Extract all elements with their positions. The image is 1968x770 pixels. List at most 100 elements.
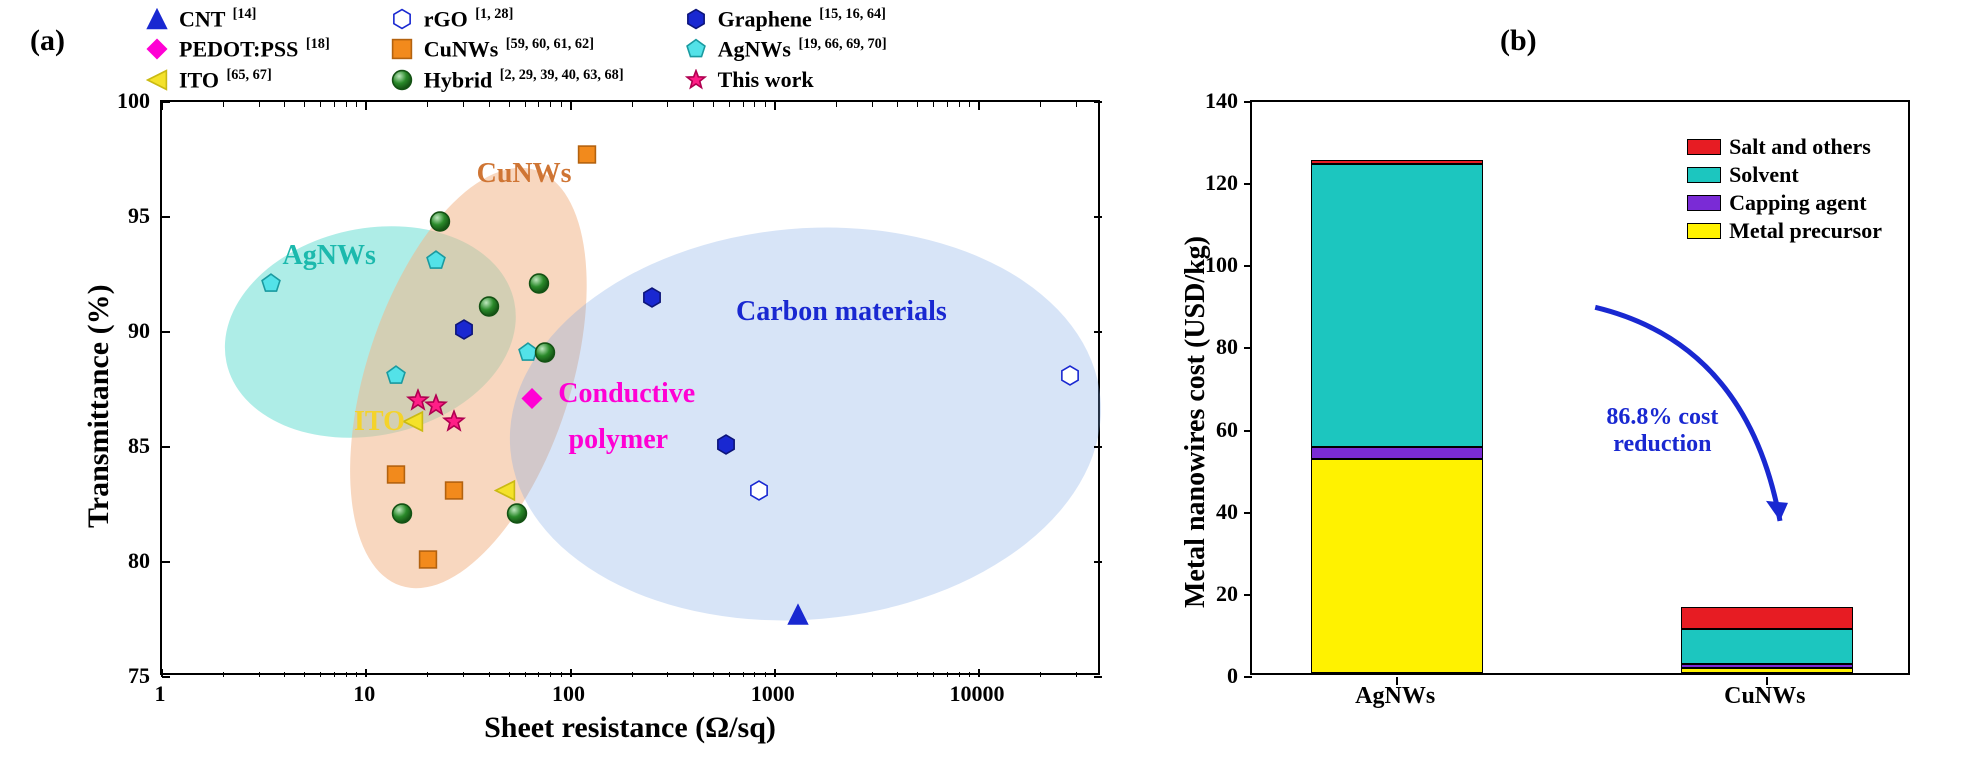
y-tick-label: 85 [128, 433, 150, 459]
bar-y-axis-label: Metal nanowires cost (USD/kg) [1180, 235, 1212, 607]
agnws-marker-icon [684, 37, 708, 61]
scatter-point-pedot [521, 388, 543, 415]
x-minor-tick [754, 102, 755, 107]
legend-label: Graphene [15, 16, 64] [718, 6, 886, 32]
y-tick [162, 446, 170, 448]
x-minor-tick [743, 102, 744, 107]
graphene-marker-icon [684, 7, 708, 31]
x-minor-tick [304, 102, 305, 107]
y-tick [1094, 331, 1102, 333]
x-tick-label: 1000 [743, 681, 803, 707]
legend-item-rgo: rGO [1, 28] [390, 6, 624, 32]
x-minor-tick [933, 672, 934, 677]
x-minor-tick [304, 672, 305, 677]
x-tick [161, 669, 163, 677]
bar-y-tick-label: 20 [1216, 581, 1238, 607]
bar-y-tick [1244, 265, 1252, 267]
x-minor-tick [897, 672, 898, 677]
bar-y-tick [1244, 183, 1252, 185]
hybrid-marker-icon [390, 68, 414, 92]
x-minor-tick [346, 672, 347, 677]
x-minor-tick [334, 672, 335, 677]
bar-y-tick [1244, 512, 1252, 514]
bar-legend-item: Capping agent [1687, 190, 1882, 216]
y-axis-label: Transmittance (%) [82, 284, 116, 528]
x-minor-tick [743, 672, 744, 677]
y-tick [1094, 101, 1102, 103]
bar-y-tick [1244, 430, 1252, 432]
scatter-point-graphene [641, 286, 663, 313]
scatter-point-rgo [1059, 365, 1081, 392]
x-minor-tick [765, 102, 766, 107]
scatter-point-graphene [715, 434, 737, 461]
bar-y-tick-label: 0 [1227, 663, 1238, 689]
x-minor-tick [259, 102, 260, 107]
x-tick-label: 1 [130, 681, 190, 707]
x-minor-tick [917, 102, 918, 107]
x-tick [570, 102, 572, 110]
cnt-marker-icon [145, 7, 169, 31]
region-label: AgNWs [283, 240, 376, 272]
bar-legend-label: Metal precursor [1729, 218, 1882, 244]
y-tick-label: 95 [128, 203, 150, 229]
scatter-point-thiswork [442, 410, 466, 439]
y-tick-label: 90 [128, 318, 150, 344]
legend-item-agnws: AgNWs [19, 66, 69, 70] [684, 36, 887, 62]
scatter-point-cnt [787, 604, 809, 631]
bar-cat-label: AgNWs [1335, 683, 1455, 710]
x-minor-tick [693, 672, 694, 677]
scatter-point-hybrid [478, 296, 500, 323]
bar-legend-label: Capping agent [1729, 190, 1867, 216]
rgo-marker-icon [390, 7, 414, 31]
bar-legend-label: Solvent [1729, 162, 1799, 188]
x-minor-tick [320, 672, 321, 677]
y-tick [1094, 446, 1102, 448]
y-tick [162, 331, 170, 333]
x-minor-tick [713, 672, 714, 677]
x-tick [365, 102, 367, 110]
scatter-point-rgo [748, 480, 770, 507]
legend-label: PEDOT:PSS [18] [179, 36, 330, 62]
scatter-point-hybrid [391, 503, 413, 530]
y-tick [162, 216, 170, 218]
legend-label: CNT [14] [179, 6, 256, 32]
x-minor-tick [489, 672, 490, 677]
region-label: ITO [354, 406, 405, 438]
x-minor-tick [550, 672, 551, 677]
x-tick [978, 669, 980, 677]
x-minor-tick [667, 672, 668, 677]
bar-y-tick-label: 80 [1216, 334, 1238, 360]
x-minor-tick [284, 102, 285, 107]
x-minor-tick [897, 102, 898, 107]
x-minor-tick [538, 102, 539, 107]
x-minor-tick [754, 672, 755, 677]
x-minor-tick [525, 102, 526, 107]
x-minor-tick [561, 672, 562, 677]
x-minor-tick [334, 102, 335, 107]
x-minor-tick [1040, 672, 1041, 677]
x-minor-tick [872, 102, 873, 107]
x-minor-tick [427, 672, 428, 677]
legend-item-graphene: Graphene [15, 16, 64] [684, 6, 887, 32]
scatter-point-agnws [260, 273, 282, 300]
legend-label: CuNWs [59, 60, 61, 62] [424, 36, 594, 62]
legend-label: rGO [1, 28] [424, 6, 514, 32]
bar-y-tick-label: 120 [1205, 170, 1238, 196]
bar-legend-swatch [1687, 195, 1721, 211]
x-minor-tick [632, 102, 633, 107]
thiswork-marker-icon [684, 68, 708, 92]
scatter-point-cunws [577, 145, 597, 170]
x-minor-tick [463, 672, 464, 677]
x-minor-tick [729, 672, 730, 677]
cost-reduction-annotation: 86.8% costreduction [1606, 404, 1718, 458]
x-tick-label: 10 [334, 681, 394, 707]
bar-legend-swatch [1687, 139, 1721, 155]
x-minor-tick [693, 102, 694, 107]
scatter-point-agnws [425, 250, 447, 277]
x-minor-tick [947, 102, 948, 107]
y-tick [162, 561, 170, 563]
bar-y-tick [1244, 101, 1252, 103]
x-minor-tick [933, 102, 934, 107]
x-minor-tick [509, 102, 510, 107]
bar-y-tick-label: 60 [1216, 417, 1238, 443]
